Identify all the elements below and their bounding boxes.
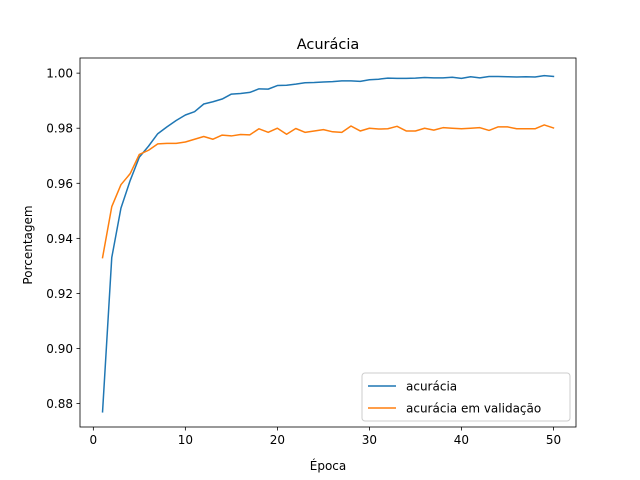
x-tick-label: 40 bbox=[454, 433, 469, 447]
axes-frame bbox=[79, 57, 577, 428]
chart-title: Acurácia bbox=[297, 37, 360, 53]
legend-box bbox=[361, 372, 571, 422]
x-tick-label: 50 bbox=[546, 433, 561, 447]
series-line-1 bbox=[101, 74, 555, 413]
plot-area: 0 10 20 30 40 50 0.88 0.90 0.92 0.94 0.96 0.98 1.00 bbox=[46, 57, 577, 447]
x-axis-label: Época bbox=[310, 458, 347, 473]
x-tick-label: 0 bbox=[90, 433, 98, 447]
y-tick-label: 0.98 bbox=[46, 122, 73, 136]
y-tick-label: 0.94 bbox=[46, 232, 73, 246]
y-axis-label: Porcentagem bbox=[21, 205, 35, 284]
legend-label-1: acurácia bbox=[406, 380, 457, 394]
y-tick-label: 0.88 bbox=[46, 397, 73, 411]
legend-label-2: acurácia em validação bbox=[406, 402, 541, 416]
y-tick-label: 0.96 bbox=[46, 177, 73, 191]
legend: acurácia acurácia em validação bbox=[361, 372, 571, 422]
x-tick-label: 20 bbox=[270, 433, 285, 447]
x-tick-label: 30 bbox=[362, 433, 377, 447]
y-tick-label: 0.92 bbox=[46, 287, 73, 301]
y-tick-label: 0.90 bbox=[46, 342, 73, 356]
y-tick-label: 1.00 bbox=[46, 67, 73, 81]
x-tick-label: 10 bbox=[178, 433, 193, 447]
series-line-2 bbox=[101, 124, 555, 259]
